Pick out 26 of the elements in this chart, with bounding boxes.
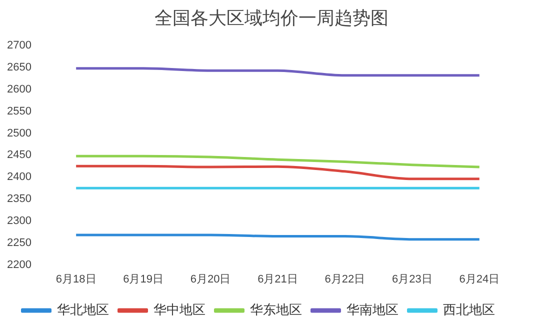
legend-label: 华南地区: [346, 302, 398, 318]
line-series: [74, 164, 481, 180]
y-tick-label: 2300: [6, 214, 32, 227]
y-tick-label: 2350: [6, 193, 32, 206]
y-tick-label: 2250: [6, 236, 32, 249]
line-series: [74, 154, 481, 168]
x-tick-label: 6月23日: [392, 273, 432, 286]
legend-label: 西北地区: [442, 302, 495, 318]
y-tick-label: 2700: [6, 40, 32, 52]
legend-label: 华北地区: [56, 302, 109, 318]
y-tick-label: 2600: [6, 83, 32, 96]
chart-title: 全国各大区域均价一周趋势图: [154, 7, 390, 30]
y-tick-label: 2200: [6, 258, 32, 271]
y-tick-label: 2450: [6, 149, 32, 162]
x-tick-label: 6月18日: [56, 273, 96, 286]
x-tick-label: 6月22日: [324, 273, 366, 286]
y-tick-label: 2400: [6, 171, 32, 184]
legend-label: 华中地区: [153, 302, 206, 318]
legend-label: 华东地区: [250, 302, 302, 318]
x-tick-label: 6月19日: [123, 273, 164, 286]
x-tick-label: 6月20日: [190, 273, 231, 286]
y-tick-label: 2650: [6, 62, 32, 74]
y-tick-label: 2550: [6, 105, 32, 118]
x-tick-label: 6月24日: [459, 273, 500, 286]
x-tick-label: 6月21日: [258, 273, 298, 286]
y-tick-label: 2500: [6, 127, 32, 140]
